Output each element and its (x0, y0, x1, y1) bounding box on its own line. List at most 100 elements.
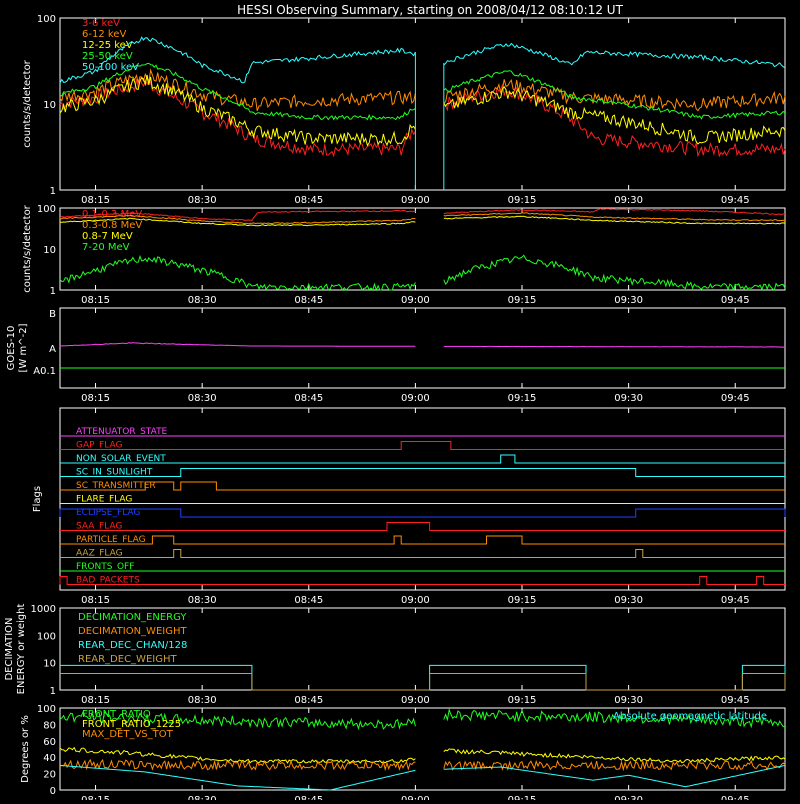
panel6-y-tick-label: 60 (43, 737, 56, 748)
x-tick-label: 09:45 (721, 295, 750, 306)
panel2-legend-entry: 0.1-0.3 MeV (82, 209, 142, 220)
x-tick-label: 09:30 (614, 393, 643, 404)
x-tick-label: 08:15 (81, 695, 110, 706)
panel3-ylabel: GOES-10 (6, 326, 17, 371)
panel5-ylabel-1: DECIMATION (4, 617, 15, 680)
panel1-series-4 (59, 36, 786, 84)
panel3-y-tick-label: A (49, 344, 56, 355)
x-tick-label: 09:15 (508, 595, 537, 606)
x-tick-label: 08:15 (81, 295, 110, 306)
panel5-ylabel-2: ENERGY or weight (16, 604, 27, 695)
flag-label: PARTICLE_FLAG (76, 535, 146, 545)
x-tick-label: 09:30 (614, 195, 643, 206)
flag-line-3 (60, 468, 785, 477)
x-tick-label: 08:30 (188, 795, 217, 800)
x-tick-label: 09:30 (614, 795, 643, 800)
panel2-y-tick-label: 100 (37, 204, 56, 215)
panel3-series-0 (59, 342, 785, 348)
panel5-y-tick-label: 10 (43, 659, 56, 670)
x-tick-label: 09:15 (508, 695, 537, 706)
x-tick-label: 08:15 (81, 595, 110, 606)
flag-line-11 (59, 576, 785, 585)
panel6-series-1 (59, 746, 786, 764)
panel4-ylabel: Flags (32, 486, 43, 512)
panel2-y-tick-label: 1 (50, 286, 56, 297)
flag-label: NON_SOLAR_EVENT (76, 454, 166, 464)
x-tick-label: 09:45 (721, 195, 750, 206)
x-tick-label: 08:45 (294, 295, 323, 306)
flag-label: ATTENUATOR_STATE (76, 427, 168, 437)
panel2-series-1 (59, 212, 786, 225)
panel6-series-2 (59, 758, 786, 772)
x-tick-label: 09:00 (401, 695, 430, 706)
panel-frame-2 (59, 207, 786, 291)
panel6-ylabel: Degrees or % (20, 715, 31, 783)
flag-label: FRONTS_OFF (76, 562, 134, 572)
panel6-legend-entry: FRONT_RATIO_1225 (82, 719, 181, 730)
panel2-legend-entry: 0.3-0.8 MeV (82, 220, 142, 231)
flag-label: GAP_FLAG (76, 441, 122, 451)
panel1-series-2 (59, 74, 786, 147)
panel1-legend-entry: 50-100 keV (82, 62, 139, 73)
x-tick-label: 08:30 (188, 393, 217, 404)
panel1-legend-entry: 6-12 keV (82, 29, 126, 40)
x-tick-label: 08:30 (188, 295, 217, 306)
flag-label: BAD_PACKETS (76, 576, 140, 586)
panel5-legend-entry: DECIMATION_WEIGHT (78, 626, 187, 637)
flag-line-9 (60, 549, 785, 558)
x-tick-label: 09:45 (721, 595, 750, 606)
panel2-ylabel: counts/s/detector (22, 204, 33, 292)
panel6-y-tick-label: 100 (37, 704, 56, 715)
panel-frame-4 (59, 407, 786, 591)
x-tick-label: 08:15 (81, 393, 110, 404)
x-tick-label: 09:30 (614, 295, 643, 306)
panel1-legend-entry: 12-25 keV (82, 40, 133, 51)
flag-line-4 (60, 481, 785, 491)
panel-frame-6 (59, 707, 786, 791)
x-tick-label: 08:15 (81, 195, 110, 206)
flag-line-6 (59, 508, 786, 518)
panel5-y-tick-label: 1000 (31, 604, 56, 615)
x-tick-label: 09:30 (614, 595, 643, 606)
flag-line-1 (60, 441, 785, 450)
panel2-legend-entry: 0.8-7 MeV (82, 231, 133, 242)
panel6-legend-entry: FRONT_RATIO (82, 709, 151, 720)
panel5-series-3 (60, 673, 786, 691)
panel1-series-0 (59, 76, 786, 158)
panel3-y-tick-label: B (49, 309, 56, 320)
flag-line-8 (60, 535, 785, 545)
panel5-legend-entry: REAR_DEC_CHAN/128 (78, 640, 187, 651)
x-tick-label: 08:30 (188, 695, 217, 706)
x-tick-label: 09:45 (721, 393, 750, 404)
flag-label: AAZ_FLAG (76, 549, 123, 559)
flag-label: SC_TRANSMITTER (76, 481, 156, 491)
x-tick-label: 09:15 (508, 393, 537, 404)
panel6-series-0 (59, 708, 786, 731)
flag-line-7 (60, 522, 785, 531)
panel5-legend-entry: DECIMATION_ENERGY (78, 612, 187, 623)
flag-line-2 (60, 454, 785, 464)
panel6-y-tick-label: 80 (43, 720, 56, 731)
x-tick-label: 08:30 (188, 195, 217, 206)
x-tick-label: 08:15 (81, 795, 110, 800)
x-tick-label: 09:45 (721, 795, 750, 800)
panel6-y-tick-label: 20 (43, 770, 56, 781)
x-tick-label: 08:45 (294, 795, 323, 800)
panel2-series-2 (59, 215, 786, 227)
panel5-legend-entry: REAR_DEC_WEIGHT (78, 654, 177, 665)
x-tick-label: 09:15 (508, 195, 537, 206)
panel2-y-tick-label: 10 (43, 245, 56, 256)
panel6-annotation: Absolute geomagnetic latitude (613, 711, 767, 722)
panel2-legend-entry: 7-20 MeV (82, 242, 130, 253)
panel3-y-tick-label: A0.1 (33, 366, 56, 377)
panel6-legend-entry: MAX_DET_VS_TOT (82, 729, 174, 740)
x-tick-label: 09:15 (508, 795, 537, 800)
flag-label: ECLIPSE_FLAG (76, 508, 140, 518)
panel1-y-tick-label: 1 (50, 186, 56, 197)
panel-frame-3 (59, 307, 786, 389)
chart-title: HESSI Observing Summary, starting on 200… (237, 3, 623, 17)
panel1-y-tick-label: 10 (43, 100, 56, 111)
panel1-ylabel: counts/s/detector (22, 59, 33, 147)
